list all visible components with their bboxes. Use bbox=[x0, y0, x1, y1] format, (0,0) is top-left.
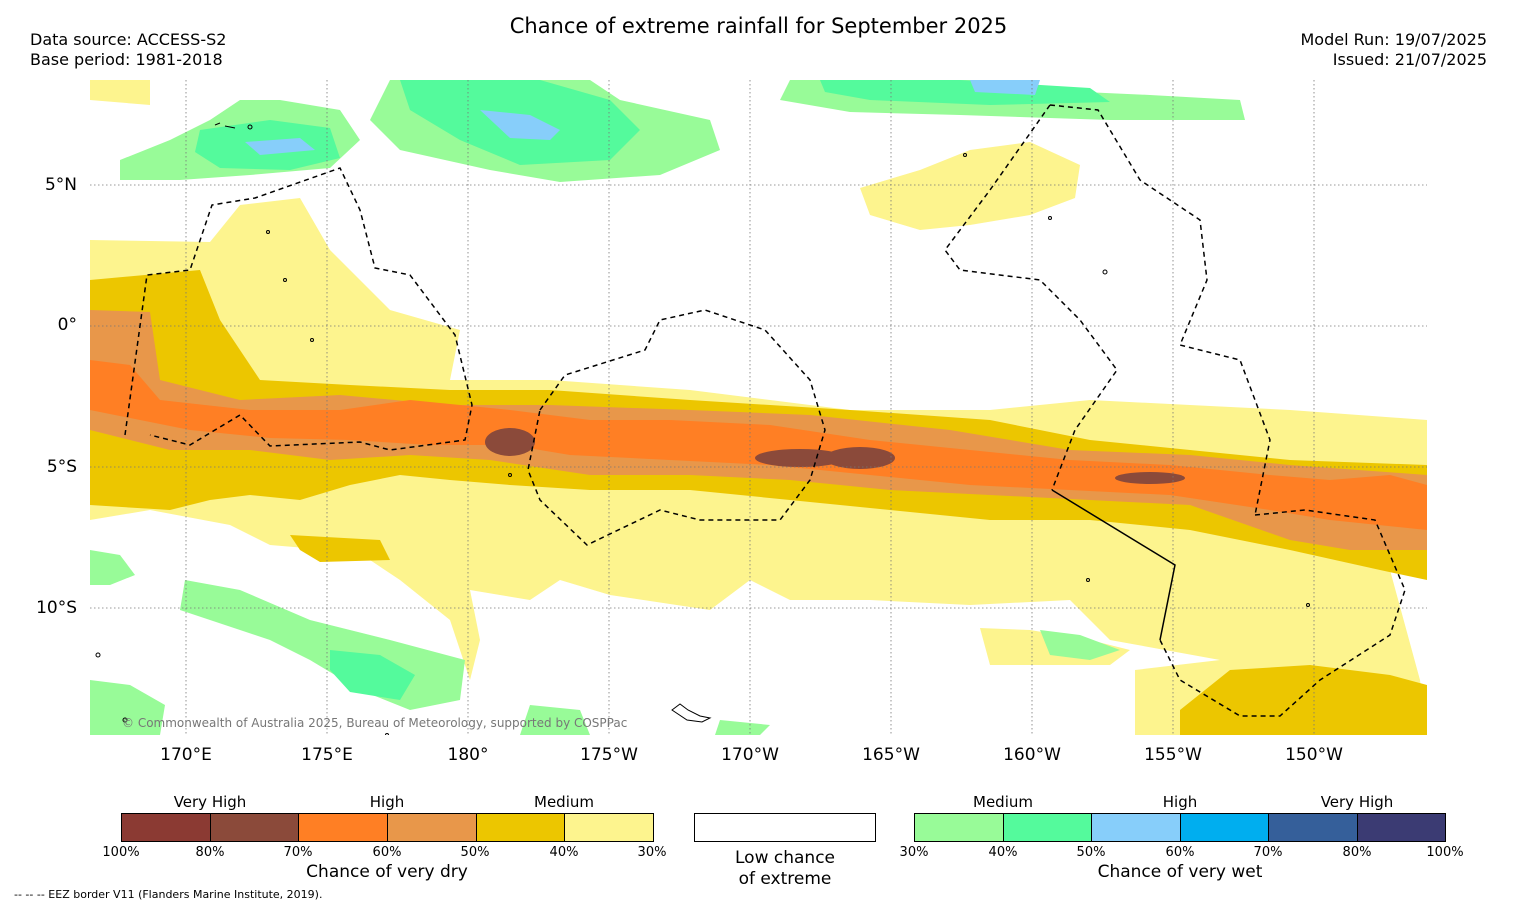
neutral-caption-line1: Low chance bbox=[735, 848, 835, 868]
issued-date: Issued: 21/07/2025 bbox=[1332, 50, 1487, 69]
eez-footnote: -- -- -- EEZ border V11 (Flanders Marine… bbox=[14, 888, 323, 901]
wet-caption: Chance of very wet bbox=[1097, 862, 1263, 882]
wet-swatch-1 bbox=[1003, 814, 1092, 841]
dry-category-medium: Medium bbox=[534, 793, 594, 811]
lat-label-5s: 5°S bbox=[46, 457, 77, 477]
wet-tick: 30% bbox=[899, 845, 929, 860]
dry-caption: Chance of very dry bbox=[306, 862, 468, 882]
wet-swatch-0 bbox=[915, 814, 1004, 841]
neutral-caption-line2: of extreme bbox=[738, 869, 832, 889]
lon-label-170e: 170°E bbox=[160, 745, 212, 765]
dry-category-very-high: Very High bbox=[173, 793, 247, 811]
base-period: Base period: 1981-2018 bbox=[30, 50, 223, 69]
wet-category-medium: Medium bbox=[973, 793, 1033, 811]
rainfall-map bbox=[90, 80, 1427, 735]
dry-category-high: High bbox=[369, 793, 405, 811]
wet-swatch-4 bbox=[1269, 814, 1358, 841]
dry-tick: 70% bbox=[283, 845, 313, 860]
lon-label-175e: 175°E bbox=[301, 745, 353, 765]
wet-shading bbox=[90, 80, 1245, 735]
wet-swatch-3 bbox=[1180, 814, 1269, 841]
islands bbox=[95, 122, 1310, 735]
wet-tick: 50% bbox=[1076, 845, 1106, 860]
lat-label-0: 0° bbox=[57, 315, 77, 335]
neutral-caption: Low chance of extreme bbox=[735, 848, 835, 890]
lon-label-155w: 155°W bbox=[1144, 745, 1202, 765]
dry-tick: 100% bbox=[102, 845, 140, 860]
graticule bbox=[90, 80, 1427, 735]
wet-tick: 70% bbox=[1253, 845, 1283, 860]
lat-label-5n: 5°N bbox=[44, 175, 77, 195]
dry-tick: 60% bbox=[372, 845, 402, 860]
dry-tick: 40% bbox=[549, 845, 579, 860]
boundary-line bbox=[1051, 489, 1176, 641]
dry-shading bbox=[90, 80, 1427, 735]
eez-borders bbox=[124, 104, 1406, 717]
dry-swatch-4 bbox=[476, 814, 566, 841]
lat-label-10s: 10°S bbox=[36, 598, 77, 618]
wet-tick: 100% bbox=[1426, 845, 1464, 860]
dry-tick: 80% bbox=[195, 845, 225, 860]
wet-tick: 40% bbox=[988, 845, 1018, 860]
neutral-swatch bbox=[694, 813, 876, 842]
model-run: Model Run: 19/07/2025 bbox=[1300, 30, 1488, 49]
map-title: Chance of extreme rainfall for September… bbox=[509, 14, 1008, 38]
data-source: Data source: ACCESS-S2 bbox=[30, 30, 227, 49]
source-info: Data source: ACCESS-S2 Base period: 1981… bbox=[30, 30, 226, 70]
copyright-notice: © Commonwealth of Australia 2025, Bureau… bbox=[122, 716, 628, 730]
lon-label-150w: 150°W bbox=[1285, 745, 1343, 765]
lon-label-180: 180° bbox=[447, 745, 489, 765]
dry-swatch-2 bbox=[299, 814, 389, 841]
dry-tick: 50% bbox=[460, 845, 490, 860]
lon-label-175w: 175°W bbox=[580, 745, 638, 765]
dry-tick: 30% bbox=[637, 845, 667, 860]
run-info: Model Run: 19/07/2025 Issued: 21/07/2025 bbox=[1301, 30, 1488, 70]
lon-label-165w: 165°W bbox=[862, 745, 920, 765]
lon-label-170w: 170°W bbox=[721, 745, 779, 765]
wet-category-high: High bbox=[1162, 793, 1198, 811]
wet-tick: 60% bbox=[1165, 845, 1195, 860]
dry-swatch-0 bbox=[122, 814, 211, 841]
dry-swatch-5 bbox=[565, 814, 654, 841]
dry-colorbar bbox=[121, 813, 654, 842]
wet-category-very-high: Very High bbox=[1320, 793, 1394, 811]
dry-swatch-3 bbox=[388, 814, 477, 841]
wet-swatch-2 bbox=[1092, 814, 1181, 841]
dry-swatch-1 bbox=[210, 814, 300, 841]
wet-tick: 80% bbox=[1342, 845, 1372, 860]
wet-colorbar bbox=[914, 813, 1446, 842]
lon-label-160w: 160°W bbox=[1003, 745, 1061, 765]
wet-swatch-5 bbox=[1357, 814, 1445, 841]
